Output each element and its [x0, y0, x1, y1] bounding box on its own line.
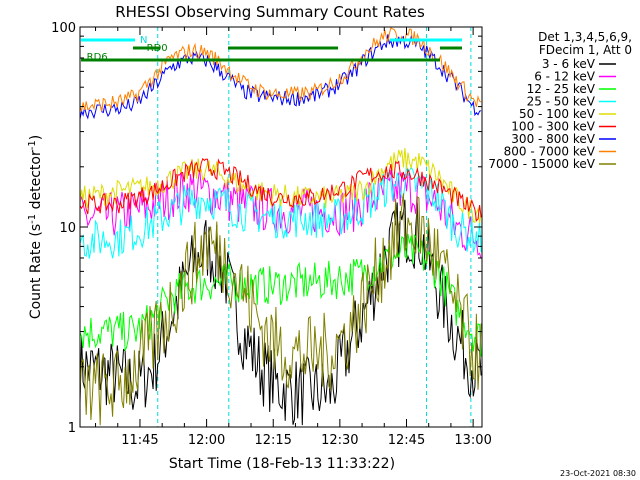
y-tick-label-0: 1	[68, 421, 76, 436]
footer-date: 23-Oct-2021 08:30	[560, 469, 636, 478]
series-line-5	[80, 157, 482, 222]
series-line-4	[80, 147, 482, 224]
legend-label-7: 800 - 7000 keV	[504, 145, 596, 159]
legend-header-line-2: FDecim 1, Att 0	[539, 43, 632, 57]
legend-label-4: 50 - 100 keV	[519, 107, 596, 121]
x-tick-label-2: 12:15	[254, 433, 291, 448]
annotation-label-2: RD6	[87, 52, 108, 63]
annotation-label-1: RD0	[147, 43, 168, 54]
series-line-1	[80, 168, 482, 259]
series-line-2	[80, 233, 482, 357]
x-tick-label-1: 12:00	[188, 433, 225, 448]
x-axis-label: Start Time (18-Feb-13 11:33:22)	[169, 456, 395, 472]
series-line-7	[80, 27, 482, 113]
legend-label-0: 3 - 6 keV	[542, 57, 596, 71]
x-tick-label-3: 12:30	[321, 433, 358, 448]
x-tick-label-5: 13:00	[454, 433, 491, 448]
x-tick-label-4: 12:45	[388, 433, 425, 448]
y-axis-label: Count Rate (s-1 detector-1)	[27, 135, 44, 319]
y-tick-label-2: 100	[51, 21, 76, 36]
legend-label-1: 6 - 12 keV	[534, 70, 596, 84]
legend-label-3: 25 - 50 keV	[527, 95, 596, 109]
legend-label-2: 12 - 25 keV	[527, 82, 596, 96]
x-tick-label-0: 11:45	[121, 433, 158, 448]
legend: Det 1,3,4,5,6,9, FDecim 1, Att 0 3 - 6 k…	[488, 30, 632, 171]
legend-label-5: 100 - 300 keV	[511, 120, 595, 134]
legend-header-line-1: Det 1,3,4,5,6,9,	[538, 30, 632, 44]
series-line-3	[80, 164, 482, 259]
axis-ticks: 1 10 100 11:45 12:00 12:15 12:30 12:45 13:00	[51, 21, 492, 448]
legend-label-8: 7000 - 15000 keV	[488, 157, 595, 171]
annotation-label-0: N	[140, 35, 147, 46]
series-line-0	[80, 199, 482, 426]
series-line-8	[80, 193, 482, 426]
chart-title: RHESSI Observing Summary Count Rates	[115, 3, 425, 21]
legend-label-6: 300 - 800 keV	[511, 132, 595, 146]
y-tick-label-1: 10	[59, 221, 76, 236]
